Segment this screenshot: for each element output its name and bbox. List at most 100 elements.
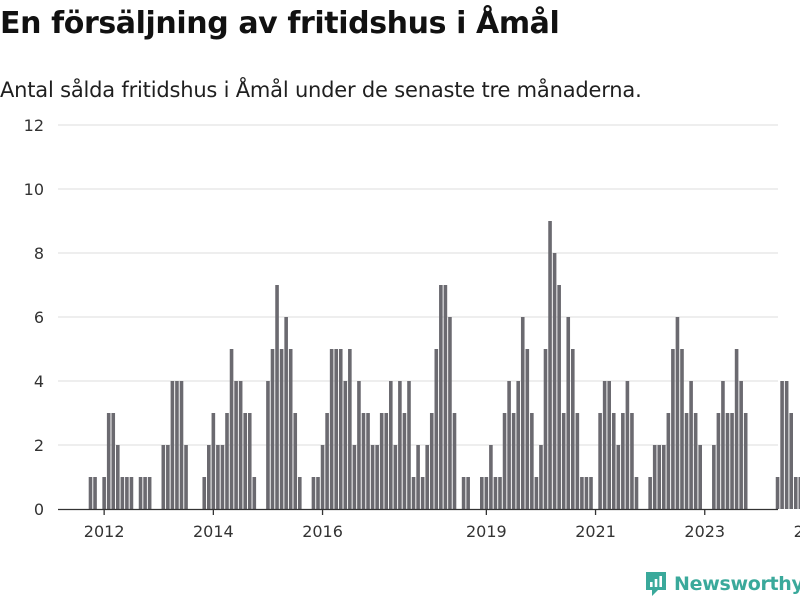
bar	[402, 413, 407, 509]
bar	[243, 413, 247, 509]
bar	[252, 477, 257, 509]
bar	[616, 445, 621, 509]
newsworthy-brand[interactable]: Newsworthy	[644, 568, 800, 600]
bar	[680, 349, 684, 509]
bar	[129, 477, 134, 509]
bar	[111, 413, 116, 509]
bar	[170, 381, 175, 509]
bar	[320, 445, 325, 509]
bar	[543, 349, 548, 509]
bar	[443, 285, 448, 509]
bar	[179, 381, 184, 509]
bar	[652, 445, 657, 509]
bar	[361, 413, 366, 509]
bar	[789, 413, 793, 509]
bar	[552, 253, 557, 509]
bar	[420, 477, 425, 509]
chart-title: En försäljning av fritidshus i Åmål	[0, 6, 560, 41]
grid-lines	[58, 124, 778, 446]
bar	[452, 413, 457, 509]
bar	[520, 317, 525, 509]
bar	[498, 477, 502, 509]
bar	[675, 317, 680, 509]
y-tick-label: 2	[34, 436, 44, 455]
bar	[120, 477, 125, 509]
bar	[566, 317, 571, 509]
bar	[571, 349, 575, 509]
bar	[102, 477, 106, 509]
newsworthy-logo-icon	[646, 572, 666, 596]
bar	[734, 349, 739, 509]
bar	[671, 349, 675, 509]
y-tick-label: 10	[24, 180, 44, 199]
bar	[461, 477, 466, 509]
bar	[662, 445, 666, 509]
x-axis: 2012 2014 2016 2019 2021 2023 2025	[58, 508, 800, 541]
bar	[784, 381, 789, 509]
bar	[238, 381, 243, 509]
bar	[93, 477, 97, 509]
bar	[634, 477, 639, 509]
bar	[689, 381, 693, 509]
bar	[589, 477, 593, 509]
brand-name: Newsworthy	[674, 573, 800, 595]
bar	[425, 445, 429, 509]
bar	[116, 445, 120, 509]
bar	[434, 349, 439, 509]
bar	[334, 349, 338, 509]
bar	[480, 477, 484, 509]
bar	[161, 445, 166, 509]
bar	[288, 349, 293, 509]
bar	[739, 381, 743, 509]
bar	[234, 381, 238, 509]
bar	[375, 445, 379, 509]
bar	[489, 445, 493, 509]
bar	[316, 477, 320, 509]
bar	[393, 445, 398, 509]
bar	[352, 445, 357, 509]
bar	[493, 477, 498, 509]
bar	[502, 413, 507, 509]
bar	[370, 445, 375, 509]
y-tick-label: 4	[34, 372, 44, 391]
bar	[507, 381, 511, 509]
bar	[439, 285, 443, 509]
bar	[625, 381, 630, 509]
bar	[184, 445, 188, 509]
bar	[216, 445, 220, 509]
bar	[725, 413, 730, 509]
bar	[138, 477, 143, 509]
bar	[657, 445, 662, 509]
bar	[793, 477, 798, 509]
y-tick-label: 6	[34, 308, 44, 327]
bar	[279, 349, 284, 509]
bar	[630, 413, 634, 509]
bar	[147, 477, 152, 509]
bar	[611, 413, 616, 509]
bar	[270, 349, 275, 509]
bar	[712, 445, 716, 509]
x-tick-label: 2014	[193, 522, 234, 541]
bar	[648, 477, 652, 509]
bars	[88, 221, 800, 509]
bar	[743, 413, 748, 509]
bar	[266, 381, 270, 509]
bar	[698, 445, 702, 509]
bar	[366, 413, 370, 509]
bar	[602, 381, 607, 509]
x-tick-label: 2025	[794, 522, 800, 541]
bar	[293, 413, 298, 509]
x-tick-label: 2019	[466, 522, 507, 541]
bar	[125, 477, 129, 509]
bar	[575, 413, 580, 509]
bar	[143, 477, 147, 509]
bar	[530, 413, 534, 509]
bar	[379, 413, 384, 509]
bar	[338, 349, 343, 509]
bar	[311, 477, 316, 509]
bar	[88, 477, 93, 509]
bar	[348, 349, 352, 509]
bar	[175, 381, 179, 509]
bar	[329, 349, 334, 509]
